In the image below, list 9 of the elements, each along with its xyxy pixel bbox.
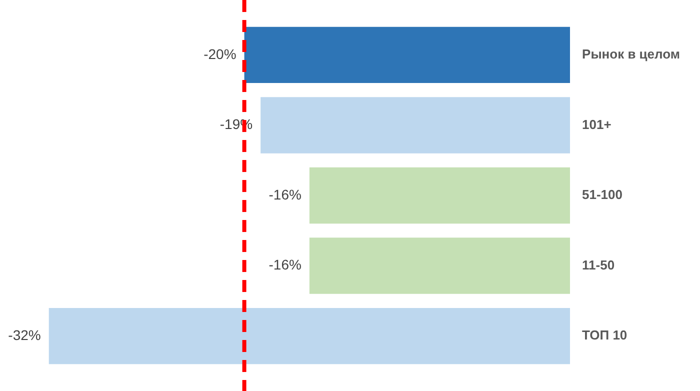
data-label: -20% <box>204 46 236 62</box>
y-tick-label: Рынок в целом <box>582 46 680 62</box>
data-label: -16% <box>268 256 302 273</box>
y-tick-label: ТОП 10 <box>582 328 628 343</box>
data-label: -32% <box>8 326 41 343</box>
y-tick-label: 11-50 <box>582 257 615 272</box>
y-tick-label: 101+ <box>582 116 612 132</box>
data-label: -16% <box>268 186 302 202</box>
y-tick-label: 51-100 <box>582 187 622 202</box>
